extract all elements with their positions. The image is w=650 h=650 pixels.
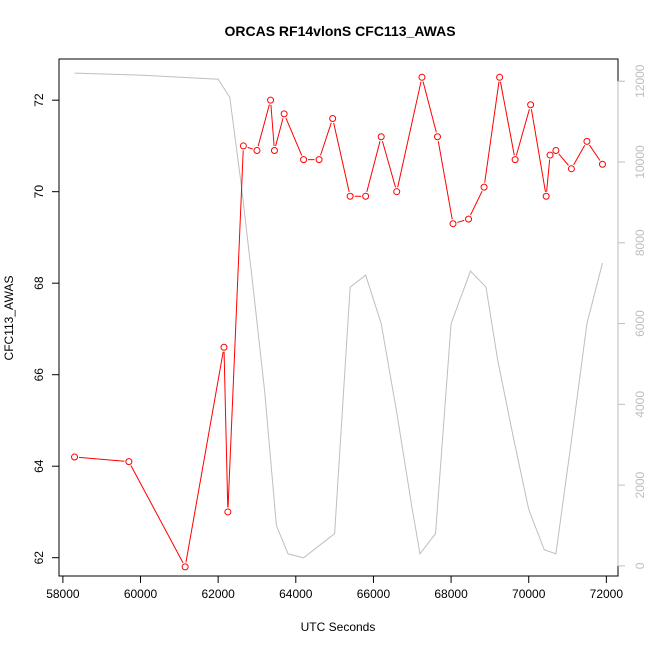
series-segment xyxy=(484,81,500,183)
data-point xyxy=(377,133,385,141)
data-point xyxy=(546,151,554,159)
x-tick-label: 72000 xyxy=(590,587,624,601)
x-tick-label: 64000 xyxy=(279,587,313,601)
plot-frame xyxy=(58,58,619,577)
y2-tick-label: 2000 xyxy=(633,471,647,498)
series-segment xyxy=(530,109,546,192)
series-segment xyxy=(589,144,601,161)
data-point xyxy=(598,160,606,168)
series-segment xyxy=(558,153,569,166)
data-point xyxy=(567,165,575,173)
data-point xyxy=(511,156,519,164)
series-segment xyxy=(320,122,332,156)
series-segment xyxy=(381,140,396,188)
y2-axis: 0 2000 4000 6000 8000 10000 12000 xyxy=(617,64,647,569)
x-tick-label: 66000 xyxy=(357,587,391,601)
series-segment xyxy=(422,81,437,133)
data-point xyxy=(552,147,560,155)
data-point xyxy=(315,156,323,164)
series-segment xyxy=(257,104,270,147)
series-segment xyxy=(270,104,275,147)
series-segment xyxy=(78,456,125,462)
series-segment xyxy=(130,465,184,564)
y2-tick-label: 12000 xyxy=(633,64,647,98)
data-point xyxy=(480,183,488,191)
data-point xyxy=(220,343,228,351)
data-point xyxy=(393,188,401,196)
y-tick-label: 68 xyxy=(32,276,46,290)
data-point xyxy=(449,220,457,228)
x-tick-label: 60000 xyxy=(124,587,158,601)
y-tick-label: 70 xyxy=(32,185,46,199)
series-segment xyxy=(247,146,253,150)
x-tick-label: 62000 xyxy=(201,587,235,601)
x-axis: 58000 60000 62000 64000 66000 68000 70000 72000 xyxy=(46,575,624,601)
data-point xyxy=(267,96,275,104)
data-point xyxy=(300,156,308,164)
series-segment xyxy=(499,81,515,156)
x-tick-label: 58000 xyxy=(46,587,80,601)
series-segment xyxy=(457,219,465,223)
series-segment xyxy=(515,108,530,156)
data-point xyxy=(433,133,441,141)
data-point xyxy=(527,101,535,109)
y-tick-label: 62 xyxy=(32,551,46,565)
x-tick-label: 68000 xyxy=(434,587,468,601)
series-segment xyxy=(397,81,422,188)
data-point xyxy=(270,147,278,155)
data-point xyxy=(418,73,426,81)
series-segment xyxy=(437,141,453,220)
data-point xyxy=(465,215,473,223)
series-layer xyxy=(71,72,606,571)
data-point xyxy=(542,192,550,200)
x-axis-label: UTC Seconds xyxy=(301,620,376,634)
y2-tick-label: 6000 xyxy=(633,310,647,337)
data-point xyxy=(224,508,232,516)
series-segment xyxy=(366,141,381,193)
y2-tick-label: 4000 xyxy=(633,391,647,418)
y2-tick-label: 8000 xyxy=(633,229,647,256)
y-tick-label: 64 xyxy=(32,459,46,473)
data-point xyxy=(329,114,337,122)
series-segment xyxy=(227,150,244,508)
series-segment xyxy=(285,117,303,156)
data-point xyxy=(496,73,504,81)
y-axis-label: CFC113_AWAS xyxy=(2,276,16,361)
data-point xyxy=(239,142,247,150)
series-line xyxy=(74,72,603,559)
y2-tick-label: 10000 xyxy=(633,145,647,179)
data-point xyxy=(253,147,261,155)
data-point xyxy=(71,453,79,461)
y-tick-label: 72 xyxy=(32,93,46,107)
data-point xyxy=(362,192,370,200)
series-segment xyxy=(470,190,483,216)
y2-tick-label: 0 xyxy=(633,562,647,569)
series-segment xyxy=(573,145,586,166)
chart-title: ORCAS RF14vlonS CFC113_AWAS xyxy=(224,23,455,39)
series-segment xyxy=(546,159,551,192)
x-tick-label: 70000 xyxy=(512,587,546,601)
series-segment xyxy=(333,122,350,192)
data-point xyxy=(280,110,288,118)
data-point xyxy=(125,458,133,466)
data-point xyxy=(181,563,189,571)
data-point xyxy=(583,137,591,145)
y-tick-label: 66 xyxy=(32,368,46,382)
series-segment xyxy=(275,118,284,147)
series-segment xyxy=(185,351,224,563)
y-axis: 62 64 66 68 70 72 xyxy=(32,93,60,565)
data-point xyxy=(346,192,354,200)
series-segment xyxy=(223,351,229,508)
